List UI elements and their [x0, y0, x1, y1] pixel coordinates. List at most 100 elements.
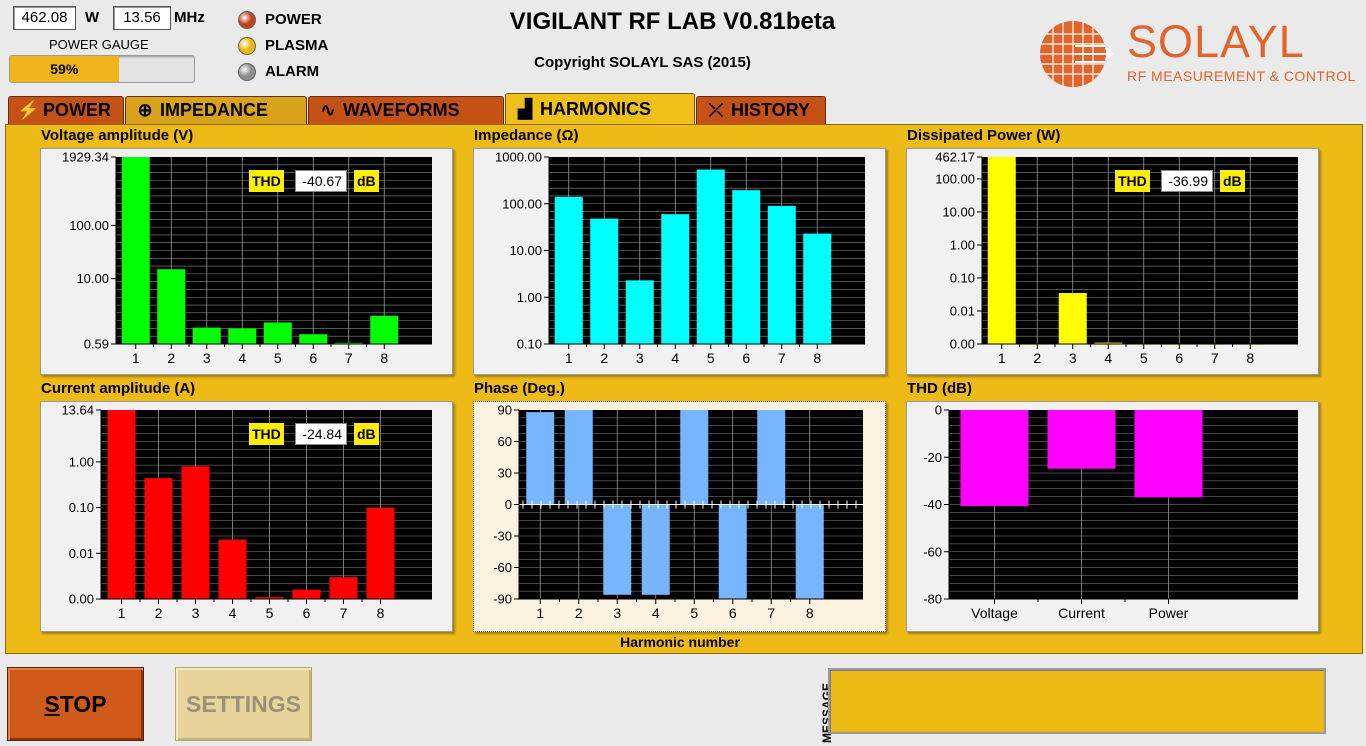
harmonic-number-axis-title: Harmonic number	[620, 634, 740, 650]
current-bar-5	[255, 597, 284, 599]
voltage-x-tick-label: 5	[274, 350, 282, 366]
power-y-tick-label: 1.00	[950, 237, 975, 252]
voltage-x-tick-label: 3	[203, 350, 211, 366]
voltage-x-tick-label: 8	[380, 350, 388, 366]
current-y-tick-label: 0.01	[69, 546, 94, 561]
voltage-x-tick-label: 4	[238, 350, 246, 366]
power-y-tick-label: 0.01	[950, 303, 975, 318]
stop-rest: TOP	[59, 691, 107, 717]
current-bar-1	[107, 410, 136, 599]
current-amplitude-chart: 13.64 1.00 0.10 0.01 0.00 1 2 3 4 5 6 7 8 THD -24.84 dB	[40, 401, 453, 632]
smith-chart-icon: ⊕	[137, 100, 153, 120]
phase-bar-2	[564, 410, 593, 505]
current-x-tick-label: 7	[340, 605, 348, 621]
power-thd-label: THD	[1115, 170, 1150, 192]
logo-tagline: RF MEASUREMENT & CONTROL	[1127, 68, 1356, 84]
thd-x-tick-label: Voltage	[971, 605, 1018, 621]
power-y-tick-label: 10.00	[942, 204, 975, 219]
voltage-thd-unit: dB	[354, 170, 379, 192]
power-x-tick-label: 3	[1069, 350, 1077, 366]
current-thd-value: -24.84	[295, 423, 347, 445]
current-x-tick-label: 1	[118, 605, 126, 621]
phase-x-tick-label: 6	[729, 605, 737, 621]
voltage-bar-2	[157, 269, 186, 344]
current-x-tick-label: 6	[303, 605, 311, 621]
voltage-bar-5	[263, 322, 292, 344]
impedance-bar-6	[732, 190, 761, 344]
current-x-tick-label: 2	[155, 605, 163, 621]
current-bar-3	[181, 466, 210, 599]
tab-waveforms[interactable]: ∿ WAVEFORMS	[308, 96, 504, 124]
current-thd-label: THD	[249, 423, 284, 445]
phase-x-tick-label: 8	[806, 605, 814, 621]
impedance-y-tick-label: 10.00	[509, 243, 542, 258]
power-value-field[interactable]: 462.08	[13, 6, 76, 30]
current-y-tick-label: 1.00	[69, 454, 94, 469]
current-bar-4	[218, 539, 247, 599]
current-x-tick-label: 3	[192, 605, 200, 621]
current-y-tick-label: 0.00	[69, 592, 94, 607]
power-x-tick-label: 4	[1104, 350, 1112, 366]
lightning-icon: ⚡	[17, 100, 40, 120]
thd-x-tick-label: Current	[1058, 605, 1105, 621]
voltage-bar-7	[334, 342, 363, 344]
logo-name: SOLAYL	[1127, 16, 1305, 67]
impedance-y-tick-label: 1000.00	[495, 150, 542, 165]
voltage-bar-8	[370, 315, 399, 344]
phase-y-tick-label: -90	[493, 592, 512, 607]
thd-y-tick-label: -60	[923, 544, 942, 559]
current-thd-unit: dB	[354, 423, 379, 445]
power-y-tick-label: 100.00	[935, 171, 975, 186]
impedance-bar-1	[554, 196, 583, 344]
power-bar-4	[1094, 342, 1123, 344]
impedance-x-tick-label: 4	[671, 350, 679, 366]
phase-bar-7	[757, 410, 786, 505]
power-gauge: 59%	[9, 55, 195, 83]
voltage-bar-4	[228, 328, 257, 344]
tab-history[interactable]: ⤫ HISTORY	[696, 96, 826, 124]
solayl-logo: SOLAYL RF MEASUREMENT & CONTROL	[1035, 16, 1365, 90]
tab-impedance[interactable]: ⊕ IMPEDANCE	[125, 96, 307, 124]
tab-harmonics[interactable]: ▟ HARMONICS	[505, 93, 695, 125]
current-x-tick-label: 4	[229, 605, 237, 621]
alarm-led-label: ALARM	[265, 63, 320, 80]
stop-mnemonic: S	[44, 691, 60, 717]
plasma-led-icon	[238, 37, 256, 55]
thd-y-tick-label: 0	[935, 403, 942, 418]
voltage-y-tick-label: 10.00	[76, 271, 109, 286]
stop-button-label: STOP	[44, 691, 106, 717]
tab-impedance-label: IMPEDANCE	[160, 100, 269, 120]
voltage-plot: 1929.34 100.00 10.00 0.59 1 2 3 4 5 6 7 8	[62, 150, 432, 366]
current-y-tick-label: 0.10	[69, 500, 94, 515]
current-x-tick-label: 8	[377, 605, 385, 621]
phase-x-tick-label: 4	[652, 605, 660, 621]
frequency-unit-label: MHz	[174, 9, 205, 26]
impedance-x-tick-label: 8	[813, 350, 821, 366]
power-x-tick-label: 6	[1175, 350, 1183, 366]
thd-plot: 0 -20 -40 -60 -80 Voltage Current Power	[923, 403, 1298, 621]
power-chart-title: Dissipated Power (W)	[907, 127, 1061, 144]
impedance-bar-7	[767, 205, 796, 344]
current-bar-2	[144, 478, 173, 599]
power-x-tick-label: 7	[1211, 350, 1219, 366]
power-thd-value: -36.99	[1161, 170, 1213, 192]
frequency-value-field[interactable]: 13.56	[113, 6, 171, 30]
stop-button[interactable]: STOP	[7, 667, 144, 741]
current-x-tick-label: 5	[266, 605, 274, 621]
impedance-bar-4	[661, 214, 690, 344]
message-box	[828, 668, 1326, 734]
phase-chart-title: Phase (Deg.)	[474, 380, 565, 397]
power-bar-1	[987, 157, 1016, 344]
thd-chart: 0 -20 -40 -60 -80 Voltage Current Power	[906, 401, 1319, 632]
voltage-bar-6	[299, 334, 328, 344]
thd-y-tick-label: -80	[923, 592, 942, 607]
current-bar-6	[292, 589, 321, 599]
settings-button[interactable]: SETTINGS	[175, 667, 312, 741]
thd-bar-3	[1134, 410, 1203, 498]
power-bar-3	[1058, 293, 1087, 344]
tab-power[interactable]: ⚡ POWER	[8, 96, 124, 124]
power-thd-unit: dB	[1220, 170, 1245, 192]
voltage-x-tick-label: 1	[132, 350, 140, 366]
history-icon: ⤫	[708, 100, 724, 120]
dissipated-power-chart: 462.17 100.00 10.00 1.00 0.10 0.01 0.00 1 2 3 4 5 6 7…	[906, 148, 1319, 375]
